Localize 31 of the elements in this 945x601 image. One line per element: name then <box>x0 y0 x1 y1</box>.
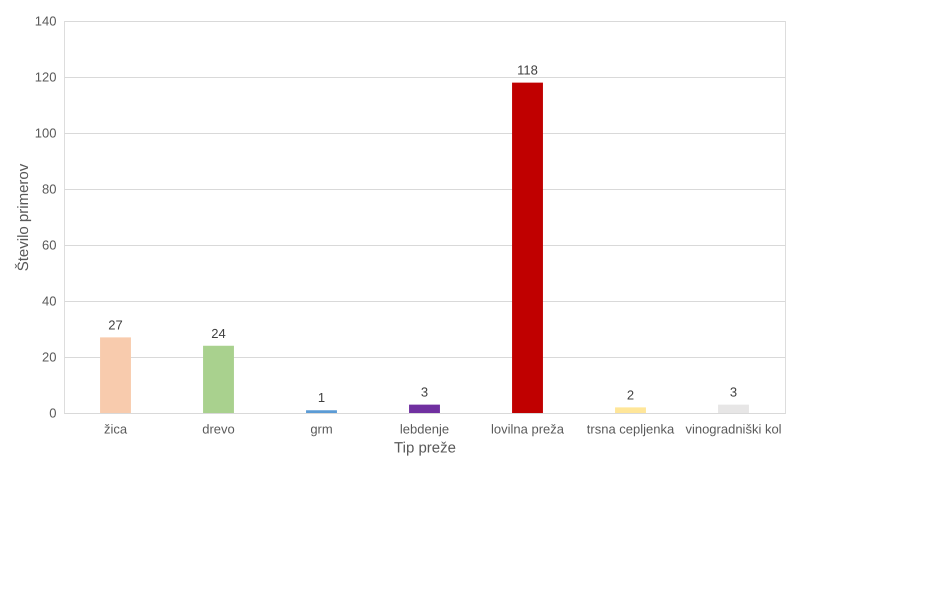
bar <box>512 82 543 413</box>
data-label: 118 <box>517 62 538 78</box>
data-label: 1 <box>318 390 326 406</box>
x-tick-label: žica <box>104 422 128 436</box>
y-axis-title: Število primerov <box>14 163 32 272</box>
bar <box>100 337 131 413</box>
y-tick-label: 100 <box>34 126 56 140</box>
x-tick-label: lovilna preža <box>491 422 565 436</box>
data-label: 3 <box>730 384 738 400</box>
y-tick-label: 80 <box>42 182 56 196</box>
data-label: 2 <box>626 387 634 402</box>
x-axis-title: Tip preže <box>394 440 456 456</box>
bar <box>306 410 337 413</box>
bar <box>409 404 440 413</box>
y-tick-label: 120 <box>34 70 56 84</box>
bar <box>718 404 749 413</box>
x-tick-label: grm <box>310 422 333 436</box>
bar <box>203 346 234 413</box>
y-tick-label: 40 <box>42 294 56 308</box>
data-label: 24 <box>211 326 226 341</box>
x-tick-label: drevo <box>202 422 235 436</box>
y-tick-label: 20 <box>42 350 56 364</box>
y-tick-label: 140 <box>34 14 56 28</box>
x-tick-label: trsna cepljenka <box>586 422 675 436</box>
y-tick-label: 0 <box>49 406 56 420</box>
data-label: 3 <box>420 384 428 400</box>
bar <box>615 407 646 413</box>
x-tick-label: lebdenje <box>400 422 450 436</box>
x-tick-label: vinogradniški kol <box>685 422 782 436</box>
y-tick-label: 60 <box>42 238 56 252</box>
data-label: 27 <box>108 317 123 332</box>
